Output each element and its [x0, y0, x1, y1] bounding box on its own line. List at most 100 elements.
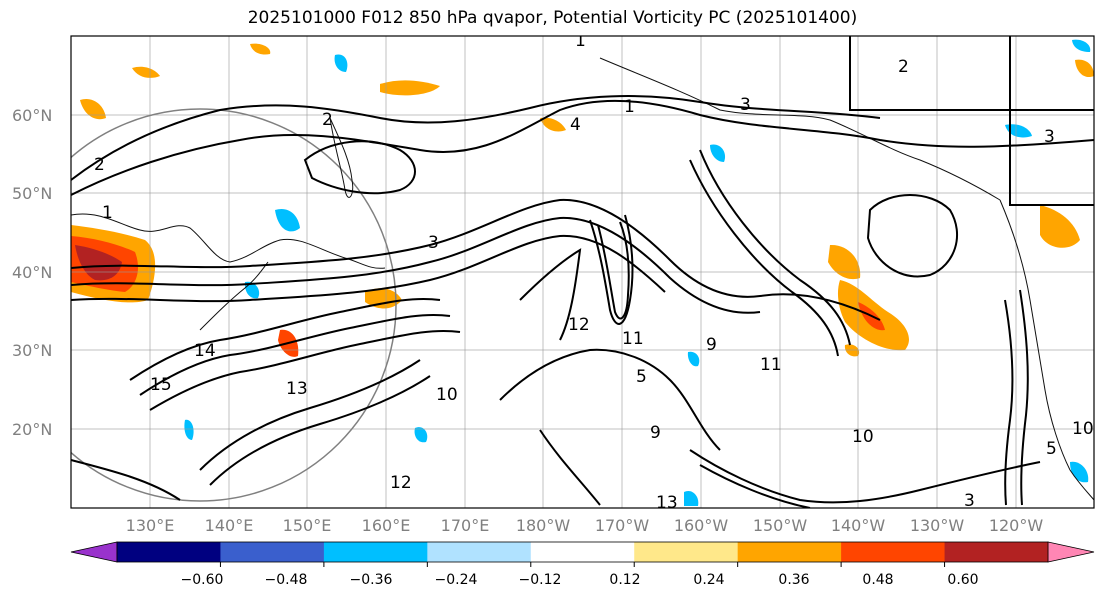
- pv-contour-line: [699, 464, 811, 508]
- lat-label: 20°N: [12, 420, 52, 439]
- colorbar-extend-high: [1047, 541, 1095, 563]
- contour-label: 11: [760, 355, 782, 375]
- positive-anomaly-patch: [540, 117, 566, 132]
- kamchatka-coastline: [329, 117, 354, 198]
- pv-contour-line: [71, 198, 881, 321]
- lon-label: 120°W: [989, 516, 1044, 535]
- colorbar-tick-label: −0.48: [265, 572, 308, 588]
- positive-anomaly-patch: [380, 80, 440, 96]
- lat-label: 50°N: [12, 184, 52, 203]
- lon-label: 170°W: [595, 516, 650, 535]
- positive-anomaly-patch: [132, 66, 160, 78]
- positive-anomaly-patch: [828, 244, 861, 280]
- pv-contour-line: [209, 375, 431, 486]
- colorbar-segment: [323, 542, 428, 562]
- colorbar-tick-label: −0.60: [181, 572, 224, 588]
- contour-label: 3: [1044, 127, 1055, 147]
- pv-contours: [71, 36, 1094, 508]
- longitude-labels: 130°E 140°E 150°E 160°E 170°E 180°W 170°…: [126, 516, 1044, 535]
- negative-anomaly-patch: [1072, 39, 1091, 52]
- map-frame: [70, 35, 1095, 509]
- pv-contour-line: [589, 214, 634, 325]
- map-title: 2025101000 F012 850 hPa qvapor, Potentia…: [247, 8, 858, 28]
- colorbar-tick-label: 0.24: [693, 572, 724, 588]
- lon-label: 160°W: [674, 516, 729, 535]
- pv-contour-line: [689, 159, 839, 357]
- lon-label: 150°W: [753, 516, 808, 535]
- contour-label: 1: [575, 31, 586, 51]
- colorbar-segment: [841, 542, 946, 562]
- pv-contour-line: [597, 221, 630, 320]
- colorbar-extend-low: [70, 541, 118, 563]
- pv-contour-line: [866, 194, 959, 278]
- colorbar-segment: [634, 542, 739, 562]
- positive-anomaly-patch: [80, 98, 106, 120]
- pv-contour-line: [71, 95, 881, 181]
- graticule: [71, 36, 1094, 508]
- negative-anomaly-patch: [184, 419, 194, 440]
- colorbar-tick-label: −0.12: [519, 572, 562, 588]
- pv-contour-line: [149, 329, 461, 411]
- pv-contour-line: [539, 429, 601, 506]
- pv-contour-line: [129, 297, 441, 381]
- positive-anomaly-patch: [1075, 59, 1094, 78]
- lon-label: 130°E: [126, 516, 175, 535]
- contour-labels: 1 2 3 1 2 3 4 13 14 15 12 11 10 9 5 13 1…: [94, 31, 1094, 513]
- contour-label: 12: [568, 315, 590, 335]
- colorbar: −0.60 −0.48 −0.36 −0.24 −0.12 0.12 0.24 …: [70, 541, 1095, 588]
- colorbar-tick-label: 0.48: [862, 572, 893, 588]
- negative-anomaly-patch: [414, 427, 428, 443]
- pv-contour-line: [519, 248, 582, 341]
- colorbar-segment: [427, 542, 532, 562]
- alaska-coastline: [599, 57, 1001, 201]
- contour-label: 13: [286, 379, 308, 399]
- colorbar-segment: [117, 542, 221, 562]
- negative-anomaly-patch: [687, 351, 700, 367]
- positive-anomaly-patch: [365, 288, 402, 309]
- contour-label: 2: [898, 57, 909, 77]
- pv-contour-line: [699, 149, 851, 346]
- negative-anomaly-patch: [1005, 124, 1032, 138]
- contour-label: 1: [624, 97, 635, 117]
- positive-anomaly-patch: [1040, 205, 1080, 248]
- latitude-labels: 60°N 50°N 40°N 30°N 20°N: [12, 106, 52, 439]
- north-america-coastline: [999, 199, 1094, 501]
- pv-contour-line: [139, 313, 451, 396]
- pv-contour-line: [303, 140, 416, 195]
- pv-contour-line: [71, 234, 666, 303]
- pv-contour-line: [71, 216, 761, 314]
- asia-coastline: [71, 213, 386, 269]
- lat-label: 40°N: [12, 263, 52, 282]
- contour-label: 4: [570, 115, 581, 135]
- colorbar-tick-label: −0.36: [350, 572, 393, 588]
- contour-label: 12: [390, 473, 412, 493]
- negative-anomaly-patch: [684, 490, 699, 506]
- lon-label: 180°W: [516, 516, 571, 535]
- contour-label: 3: [428, 233, 439, 253]
- contour-label: 2: [322, 110, 333, 130]
- contour-label: 9: [706, 335, 717, 355]
- contour-label: 2: [94, 155, 105, 175]
- lon-label: 140°E: [205, 516, 254, 535]
- lon-label: 160°E: [362, 516, 411, 535]
- negative-anomaly-patch: [710, 144, 726, 162]
- positive-anomaly-patch: [250, 43, 271, 55]
- map-panel: 1 2 3 1 2 3 4 13 14 15 12 11 10 9 5 13 1…: [71, 31, 1094, 513]
- pv-contour-line: [71, 459, 181, 501]
- pv-contour-line: [71, 99, 1094, 196]
- contour-label: 13: [656, 493, 678, 513]
- contour-label: 5: [1046, 439, 1057, 459]
- lon-label: 140°W: [831, 516, 886, 535]
- contour-label: 10: [852, 427, 874, 447]
- pv-contour-line: [499, 348, 721, 451]
- pv-contour-line: [689, 449, 1041, 504]
- colorbar-tick-label: 0.12: [609, 572, 640, 588]
- colorbar-tick-label: 0.36: [778, 572, 809, 588]
- colorbar-frame: [116, 541, 1049, 563]
- coastlines: [71, 57, 1094, 501]
- lat-label: 30°N: [12, 341, 52, 360]
- colorbar-segment: [220, 542, 325, 562]
- japan-coastline: [199, 261, 269, 331]
- contour-label: 11: [622, 329, 644, 349]
- contour-label: 10: [1072, 419, 1094, 439]
